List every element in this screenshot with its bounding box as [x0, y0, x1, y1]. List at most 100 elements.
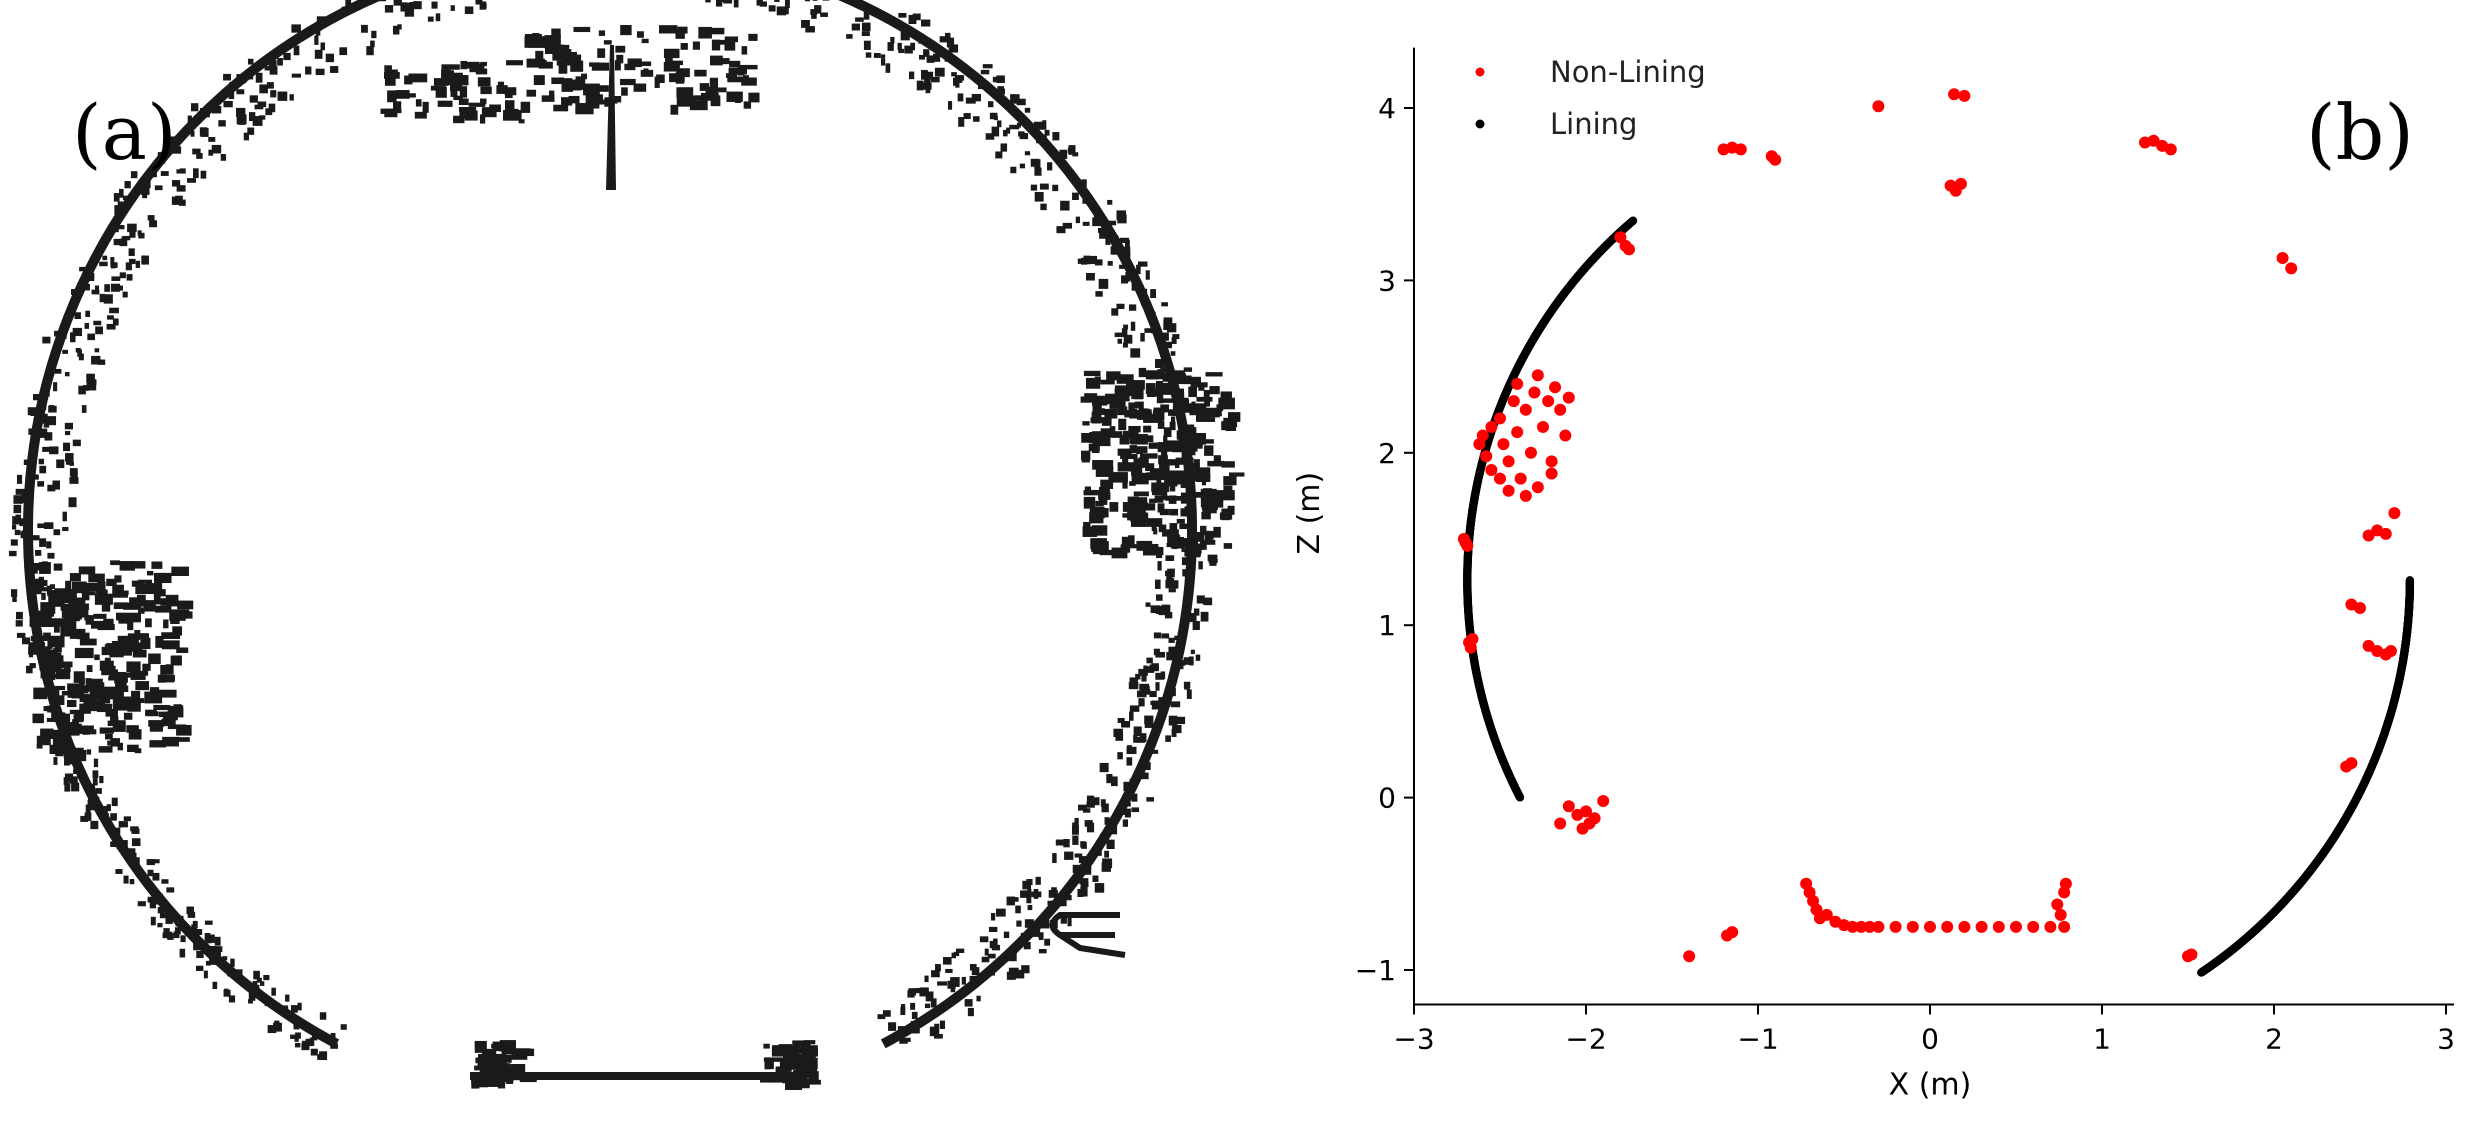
series-lining: [1463, 216, 2415, 977]
non-lining-point: [1588, 812, 1601, 825]
non-lining-point: [2185, 948, 2198, 961]
x-axis-label: X (m): [1889, 1067, 1972, 1102]
non-lining-point: [1580, 805, 1592, 818]
non-lining-point: [1734, 143, 1747, 156]
non-lining-point: [2054, 908, 2067, 921]
non-lining-point: [1820, 908, 1833, 921]
legend-label: Lining: [1550, 107, 1637, 141]
non-lining-point: [1975, 920, 1988, 933]
x-tick-label: 2: [2265, 1022, 2283, 1055]
non-lining-point: [2345, 757, 2358, 770]
non-lining-point: [1623, 243, 1635, 256]
panel-a-image: [8, 0, 1245, 1091]
non-lining-point: [1519, 403, 1532, 416]
non-lining-point: [2164, 143, 2177, 156]
right-wall-debris: [1080, 370, 1245, 559]
non-lining-point: [1502, 484, 1515, 497]
non-lining-point: [1576, 822, 1589, 835]
x-tick-label: −2: [1565, 1022, 1606, 1055]
non-lining-point: [1502, 455, 1515, 468]
non-lining-point: [2010, 920, 2022, 933]
non-lining-point: [2354, 601, 2366, 614]
non-lining-point: [2051, 898, 2064, 911]
x-tick-label: 3: [2437, 1022, 2455, 1055]
lining-point: [1628, 216, 1638, 225]
x-tick-label: −3: [1393, 1022, 1434, 1055]
non-lining-point: [1531, 369, 1544, 382]
non-lining-point: [1941, 920, 1954, 933]
non-lining-point: [1537, 420, 1549, 433]
chart-axes: −3 −2 −1 0 1 2 3 −1 0 1 2 3 4 X (m) Z (m): [1292, 47, 2455, 1102]
crown-hanger: [606, 45, 616, 190]
x-tick-label: 0: [1921, 1022, 1939, 1055]
non-lining-point: [1549, 381, 1562, 394]
non-lining-point: [2379, 527, 2392, 540]
non-lining-point: [1457, 533, 1470, 545]
panel-b-label: (b): [2306, 88, 2414, 177]
non-lining-point: [1559, 429, 1572, 442]
chart-legend: Non-Lining Lining: [1475, 55, 1706, 141]
non-lining-point: [1769, 153, 1782, 166]
right-notch-tail: [1058, 932, 1126, 958]
legend-marker: [1475, 67, 1485, 77]
non-lining-point: [1992, 920, 2005, 933]
non-lining-point: [1889, 920, 1902, 933]
panel-a-label: (a): [72, 88, 177, 177]
non-lining-point: [1726, 926, 1739, 939]
crown-debris-left: [380, 60, 525, 124]
non-lining-point: [2147, 134, 2160, 147]
non-lining-point: [1554, 817, 1567, 830]
non-lining-point: [1497, 438, 1510, 451]
track-slab: [470, 1072, 800, 1080]
y-tick-label: 1: [1378, 609, 1396, 642]
non-lining-point: [1863, 920, 1876, 933]
non-lining-point: [1485, 420, 1498, 433]
non-lining-point: [1514, 472, 1527, 485]
left-wall-debris: [28, 560, 194, 762]
non-lining-point: [1906, 920, 1919, 933]
non-lining-point: [1545, 455, 1558, 468]
lining-point: [2197, 968, 2206, 977]
legend-marker: [1475, 119, 1485, 129]
non-lining-point: [2027, 920, 2040, 933]
non-lining-point: [1924, 920, 1936, 933]
non-lining-point: [1562, 800, 1575, 813]
non-lining-point: [1466, 632, 1479, 645]
non-lining-point: [1485, 464, 1498, 477]
y-tick-label: 4: [1378, 92, 1396, 125]
x-tick-label: 1: [2093, 1022, 2111, 1055]
non-lining-point: [1531, 481, 1544, 494]
non-lining-point: [1511, 426, 1524, 439]
non-lining-point: [2276, 251, 2289, 264]
non-lining-point: [2384, 645, 2397, 658]
y-tick-label: 2: [1378, 437, 1396, 470]
track-left-mount: [471, 1040, 537, 1089]
track-right-mount: [760, 1040, 821, 1091]
non-lining-point: [1562, 391, 1575, 404]
lining-arc-right: [837, 0, 1197, 1049]
x-tick-label: −1: [1737, 1022, 1778, 1055]
non-lining-point: [2362, 639, 2375, 652]
y-tick-label: 3: [1378, 264, 1396, 297]
non-lining-point: [2285, 262, 2298, 275]
crown-debris: [520, 25, 760, 115]
non-lining-point: [1494, 472, 1506, 485]
non-lining-point: [1597, 795, 1610, 808]
panel-b: −3 −2 −1 0 1 2 3 −1 0 1 2 3 4 X (m) Z (m) Non-Lining Li…: [1260, 0, 2476, 1132]
non-lining-point: [1554, 403, 1567, 416]
y-tick-label: −1: [1355, 954, 1396, 987]
y-axis-label: Z (m): [1292, 472, 1327, 555]
panel-a: [8, 0, 1245, 1091]
non-lining-point: [1519, 489, 1532, 502]
non-lining-point: [2388, 507, 2401, 520]
non-lining-point: [1511, 377, 1524, 390]
non-lining-point: [1542, 395, 1555, 408]
non-lining-point: [1954, 177, 1967, 190]
non-lining-point: [1958, 920, 1971, 933]
non-lining-point: [1614, 231, 1627, 244]
non-lining-point: [1476, 429, 1489, 442]
scatter-chart: −3 −2 −1 0 1 2 3 −1 0 1 2 3 4 X (m) Z (m) Non-Lining Li…: [1292, 47, 2455, 1102]
non-lining-point: [1958, 89, 1971, 102]
non-lining-point: [1494, 412, 1506, 425]
non-lining-point: [1872, 100, 1885, 113]
